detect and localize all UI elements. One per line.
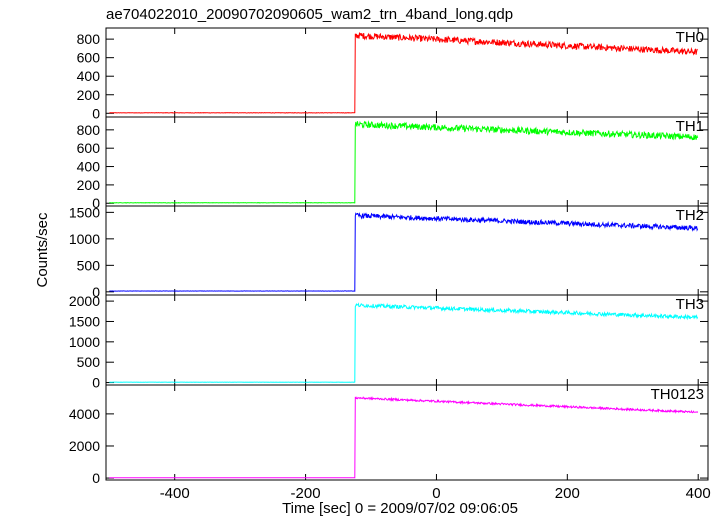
y-tick-label: 0: [92, 375, 100, 391]
y-tick-label: 200: [77, 87, 101, 103]
series-label: TH0: [676, 29, 704, 46]
y-tick-label: 500: [77, 354, 101, 370]
panel-frame: [105, 116, 709, 207]
y-tick-label: 800: [77, 122, 101, 138]
y-tick-label: 400: [77, 68, 101, 84]
x-tick-label: 400: [686, 485, 711, 502]
x-tick-label: 0: [432, 485, 440, 502]
y-tick-label: 0: [92, 470, 100, 486]
y-tick-label: 600: [77, 140, 101, 156]
y-tick-label: 800: [77, 31, 101, 47]
y-tick-label: 1000: [69, 231, 100, 247]
x-axis-label: Time [sec] 0 = 2009/07/02 09:06:05: [282, 500, 518, 516]
x-tick-label: -200: [291, 485, 321, 502]
y-tick-label: 400: [77, 159, 101, 175]
y-tick-label: 4000: [69, 406, 100, 422]
panels: 0 200 400 600 800 TH0 0 200 400 600 800 TH1 0 500 1000…: [69, 27, 711, 502]
series-label: TH0123: [651, 386, 704, 403]
y-tick-label: 1000: [69, 334, 100, 350]
y-tick-label: 2000: [69, 293, 100, 309]
panel-frame: [105, 27, 709, 118]
y-tick-label: 1500: [69, 204, 100, 220]
x-tick-label: 200: [555, 485, 580, 502]
series-line-th0: [109, 32, 698, 114]
series-line-th1: [109, 120, 699, 204]
series-line-th3: [109, 302, 699, 383]
panel-frame: [105, 384, 709, 481]
x-tick-label: -400: [160, 485, 190, 502]
y-tick-label: 200: [77, 177, 101, 193]
y-tick-label: 0: [92, 284, 100, 300]
y-axis-label: Counts/sec: [34, 212, 51, 288]
series-line-th0123: [109, 396, 699, 479]
series-label: TH3: [676, 296, 704, 313]
series-line-th2: [109, 212, 699, 292]
y-tick-label: 0: [92, 105, 100, 121]
series-label: TH2: [676, 207, 704, 224]
series-label: TH1: [676, 118, 704, 135]
chart-title: ae704022010_20090702090605_wam2_trn_4ban…: [106, 6, 513, 23]
y-tick-label: 1500: [69, 313, 100, 329]
y-tick-label: 600: [77, 50, 101, 66]
y-tick-label: 0: [92, 195, 100, 211]
y-tick-label: 2000: [69, 438, 100, 454]
y-tick-label: 500: [77, 257, 101, 273]
